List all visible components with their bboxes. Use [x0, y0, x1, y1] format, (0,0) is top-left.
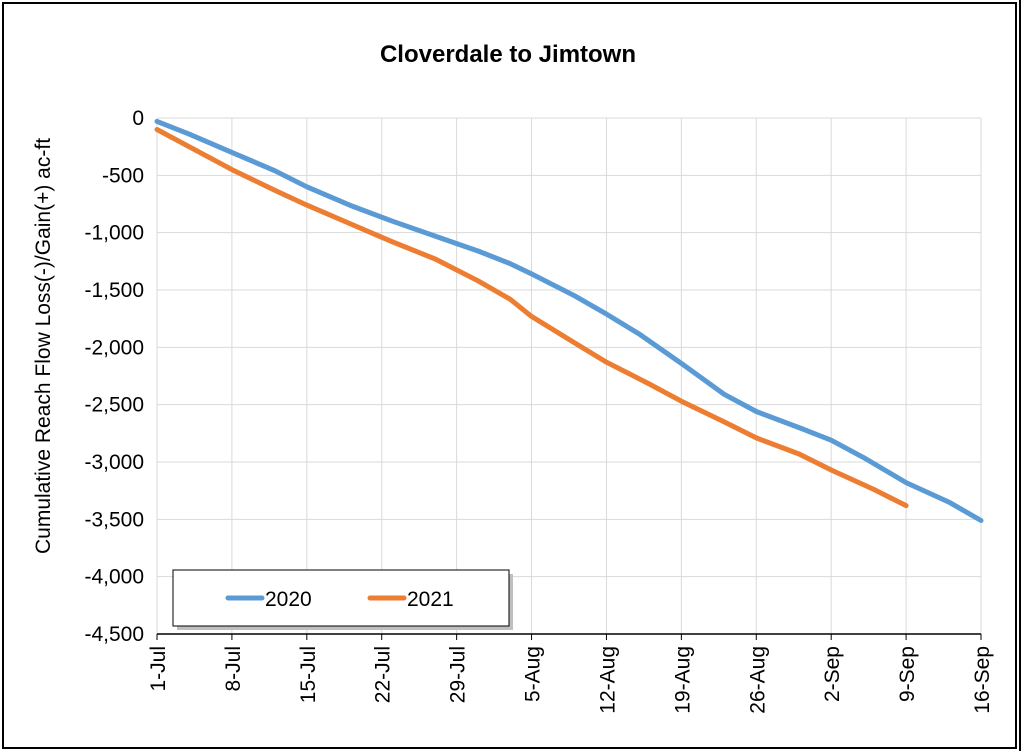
y-tick-label: -1,000: [84, 222, 144, 245]
x-tick-label: 19-Aug: [671, 646, 694, 714]
chart-title: Cloverdale to Jimtown: [380, 41, 636, 68]
y-axis-label: Cumulative Reach Flow Loss(-)/Gain(+) ac…: [32, 138, 55, 554]
x-tick-label: 15-Jul: [297, 646, 320, 703]
y-tick-label: -4,000: [84, 566, 144, 589]
x-tick-label: 1-Jul: [147, 646, 170, 692]
y-tick-label: -2,500: [84, 394, 144, 417]
y-tick-label: -2,000: [84, 336, 144, 359]
x-tick-label: 26-Aug: [746, 646, 769, 714]
y-tick-label: -1,500: [84, 279, 144, 302]
legend-label-2020: 2020: [265, 588, 312, 611]
series-line-2021: [154, 127, 909, 509]
gridlines: [156, 117, 982, 635]
y-tick-label: 0: [132, 107, 144, 130]
legend-box: [172, 569, 510, 627]
series-line-2020: [154, 118, 984, 523]
axes: 0 -500 -1,000 -1,500 -2,000 -2,500 -3,000 -3,50…: [84, 107, 994, 714]
chart-border: [2, 2, 1017, 749]
y-tick-label: -500: [102, 164, 144, 187]
x-tick-label: 12-Aug: [596, 646, 619, 714]
x-tick-label: 2-Sep: [821, 646, 844, 702]
y-tick-label: -3,500: [84, 508, 144, 531]
legend-label-2021: 2021: [407, 588, 454, 611]
legend: 2020 2021: [172, 569, 513, 630]
series-lines: [154, 118, 984, 523]
x-tick-label: 8-Jul: [222, 646, 245, 692]
y-tick-label: -3,000: [84, 451, 144, 474]
y-tick-label: -4,500: [84, 623, 144, 646]
x-tick-label: 29-Jul: [447, 646, 470, 703]
x-tick-label: 22-Jul: [372, 646, 395, 703]
x-tick-label: 9-Sep: [896, 646, 919, 702]
x-tick-label: 16-Sep: [971, 646, 994, 714]
x-tick-label: 5-Aug: [522, 646, 545, 702]
